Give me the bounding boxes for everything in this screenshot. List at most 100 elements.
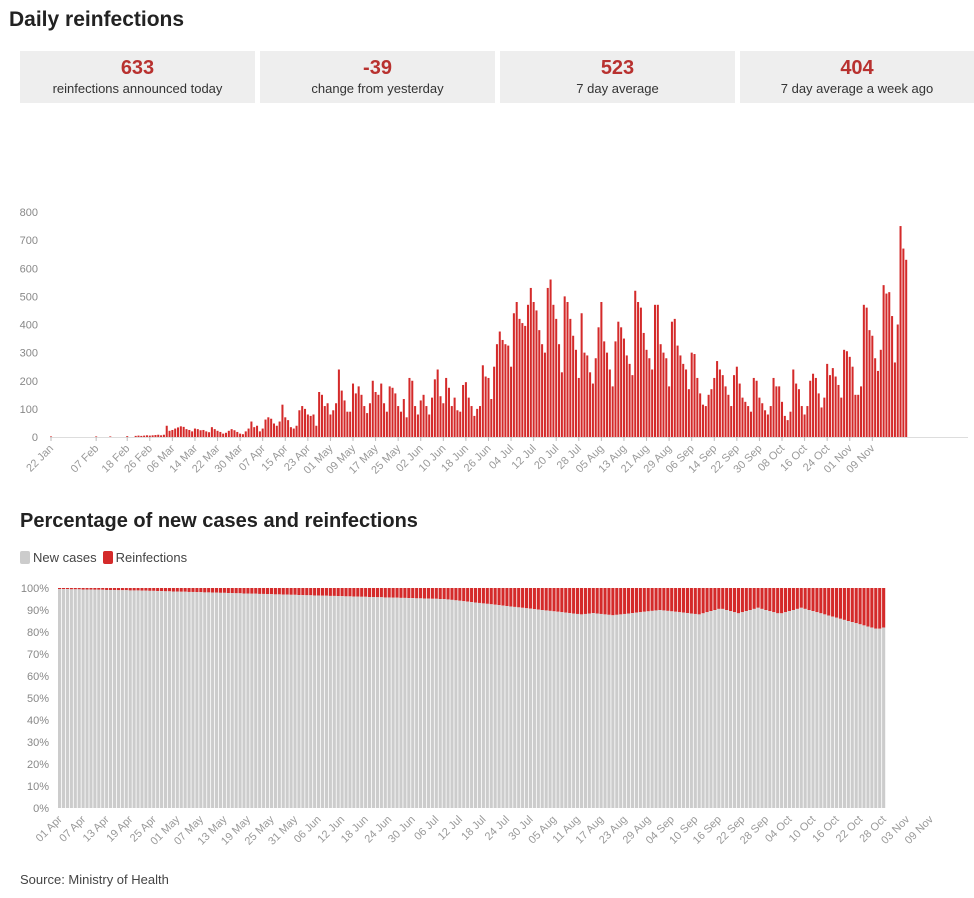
bar-new-cases	[599, 613, 603, 808]
bar	[716, 361, 719, 437]
bar	[227, 430, 230, 437]
bar	[425, 406, 428, 437]
bar	[154, 435, 157, 437]
bar	[332, 410, 335, 437]
bar-reinfections	[93, 588, 97, 590]
bar-new-cases	[336, 596, 340, 808]
bar-new-cases	[736, 613, 741, 808]
legend-item-new-cases[interactable]: New cases	[20, 550, 97, 565]
bar-reinfections	[234, 588, 238, 594]
bar-reinfections	[273, 588, 277, 595]
bar	[699, 393, 702, 437]
bar-new-cases	[124, 590, 128, 808]
bar-new-cases	[379, 597, 383, 808]
bar-new-cases	[199, 592, 203, 808]
bar-new-cases	[356, 596, 360, 808]
bar-reinfections	[713, 588, 717, 610]
bar-reinfections	[623, 588, 627, 614]
bar-reinfections	[473, 588, 478, 603]
bar-new-cases	[163, 591, 168, 808]
bar-reinfections	[218, 588, 223, 593]
bar-reinfections	[854, 588, 858, 624]
bar-reinfections	[144, 588, 148, 591]
stat-card-today: 633 reinfections announced today	[20, 51, 255, 103]
bar-reinfections	[336, 588, 340, 597]
bar	[205, 431, 208, 438]
bar-reinfections	[199, 588, 203, 593]
bar-new-cases	[780, 613, 784, 808]
bar	[148, 435, 151, 437]
bar-reinfections	[736, 588, 741, 614]
bar-reinfections	[171, 588, 175, 592]
bar	[504, 344, 507, 437]
bar	[566, 302, 569, 437]
bar	[606, 352, 609, 438]
bar	[541, 344, 544, 437]
bar	[50, 436, 53, 437]
bar	[289, 427, 292, 437]
bar-new-cases	[332, 595, 336, 808]
bar	[473, 415, 476, 437]
bar-reinfections	[254, 588, 258, 594]
bar-new-cases	[112, 589, 117, 808]
bar	[628, 363, 631, 438]
bar	[639, 307, 642, 438]
bar	[620, 327, 623, 437]
y-tick-label: 90%	[27, 605, 49, 617]
bar-reinfections	[324, 588, 328, 596]
bar	[848, 356, 851, 437]
bar-new-cases	[795, 608, 799, 808]
bar-new-cases	[242, 593, 246, 808]
bar	[476, 408, 479, 438]
bar-reinfections	[705, 588, 709, 613]
bar-reinfections	[572, 588, 576, 614]
stat-value: 523	[600, 57, 635, 79]
bar-reinfections	[371, 588, 376, 598]
bar	[377, 394, 380, 437]
bar-reinfections	[352, 588, 356, 597]
bar-new-cases	[305, 595, 309, 808]
bar-reinfections	[760, 588, 764, 609]
bar	[603, 341, 606, 438]
bar-reinfections	[434, 588, 438, 599]
bar	[459, 411, 462, 437]
bar	[563, 296, 566, 438]
bar	[558, 344, 561, 437]
bar	[281, 404, 284, 437]
bar-reinfections	[116, 588, 120, 591]
bar-reinfections	[764, 588, 768, 610]
bar-new-cases	[207, 592, 211, 808]
bar	[495, 344, 498, 437]
bar	[529, 287, 532, 437]
bar-new-cases	[360, 596, 364, 808]
bar-reinfections	[858, 588, 862, 625]
bar-new-cases	[831, 616, 835, 808]
bar-reinfections	[615, 588, 619, 615]
bar	[851, 366, 854, 437]
legend-item-reinfections[interactable]: Reinfections	[102, 550, 187, 565]
bar	[631, 375, 634, 438]
bar	[693, 354, 696, 437]
bar-new-cases	[313, 595, 317, 808]
bar	[574, 349, 577, 437]
bar	[168, 430, 171, 437]
bar-new-cases	[611, 615, 615, 808]
bar	[549, 279, 552, 437]
bar-reinfections	[552, 588, 556, 612]
bar-new-cases	[591, 613, 595, 808]
bar	[402, 399, 405, 437]
bar-reinfections	[521, 588, 525, 608]
bar-reinfections	[756, 588, 760, 608]
bar-new-cases	[97, 589, 101, 808]
bar	[831, 368, 834, 437]
bar-new-cases	[473, 602, 478, 808]
bar-new-cases	[85, 589, 89, 808]
bar	[95, 436, 98, 437]
bar-new-cases	[254, 593, 258, 808]
bar	[876, 370, 879, 437]
stat-value: 633	[120, 57, 155, 79]
bar	[860, 386, 863, 438]
x-tick-label: 06 Jul	[412, 814, 441, 843]
bar	[786, 420, 789, 438]
bar-new-cases	[870, 627, 874, 808]
